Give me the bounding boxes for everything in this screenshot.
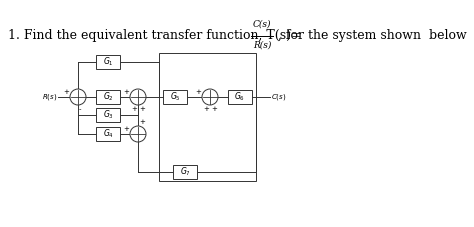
Text: $G_5$: $G_5$ [170,91,181,103]
Text: +: + [123,126,129,132]
Text: +: + [63,89,69,95]
Text: +: + [139,106,145,112]
Text: -: - [79,106,82,112]
Text: $C(s)$: $C(s)$ [271,92,286,102]
Text: $G_3$: $G_3$ [102,109,113,121]
Text: +: + [131,106,137,112]
Bar [173,165,197,179]
Text: $G_2$: $G_2$ [102,91,113,103]
Bar [96,108,120,122]
Bar [96,55,120,69]
Circle shape [130,89,146,105]
Text: +: + [139,119,145,125]
Text: +: + [203,106,209,112]
Text: R(s): R(s) [253,41,271,50]
Circle shape [202,89,218,105]
Text: 1. Find the equivalent transfer function, T(s)=: 1. Find the equivalent transfer function… [8,29,301,42]
Circle shape [70,89,86,105]
Text: $G_7$: $G_7$ [180,166,191,178]
Text: $R(s)$: $R(s)$ [42,92,57,102]
Bar [228,90,252,104]
Text: C(s): C(s) [253,20,271,29]
Bar [163,90,187,104]
Bar [96,90,120,104]
Text: , for the system shown  below: , for the system shown below [278,29,467,42]
Text: +: + [195,89,201,95]
Text: +: + [123,89,129,95]
Circle shape [130,126,146,142]
Text: +: + [211,106,217,112]
Bar [96,127,120,141]
Text: $G_4$: $G_4$ [102,128,113,140]
Text: $G_6$: $G_6$ [235,91,246,103]
Bar [159,53,256,181]
Text: $G_1$: $G_1$ [102,56,113,68]
